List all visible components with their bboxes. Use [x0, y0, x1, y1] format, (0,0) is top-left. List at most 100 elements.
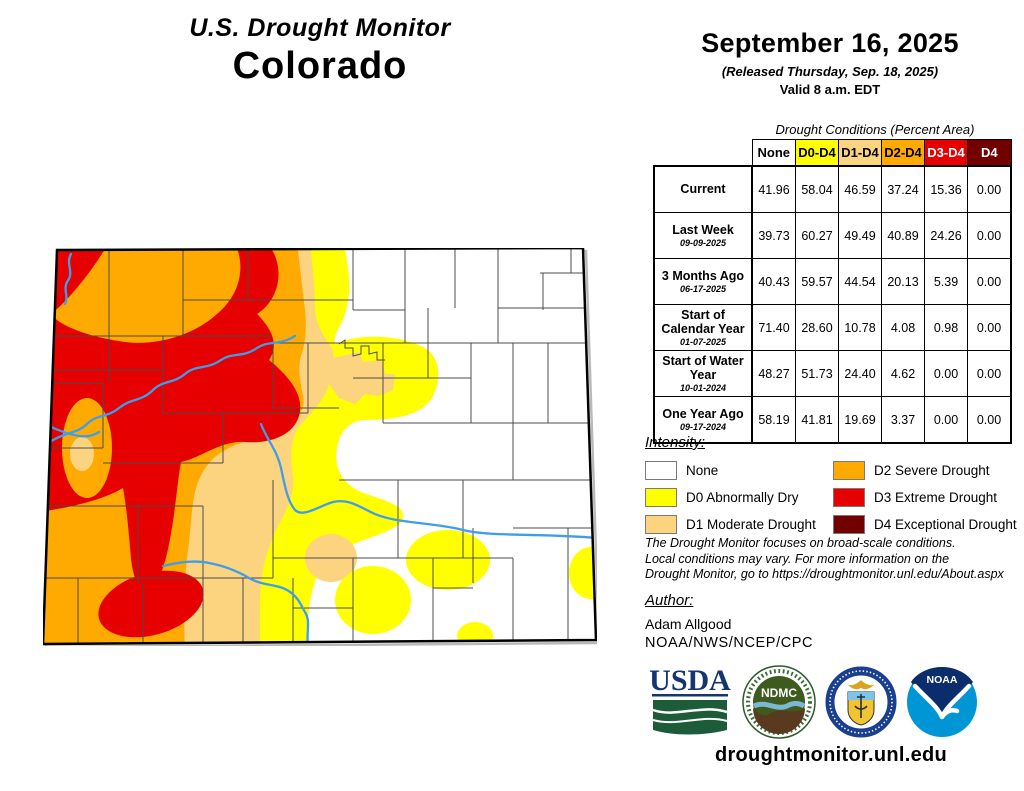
column-header-d2-d4: D2-D4	[881, 139, 925, 167]
legend-label: D4 Exceptional Drought	[874, 517, 1017, 532]
author-org: NOAA/NWS/NCEP/CPC	[645, 635, 814, 651]
drought-conditions-table: None D0-D4 D1-D4 D2-D4 D3-D4 D4 Current 41.96 5…	[653, 139, 1012, 444]
usda-logo: USDA	[649, 664, 731, 735]
legend-item: None	[645, 461, 833, 480]
legend-swatch	[833, 488, 865, 507]
table-row: Start of Water Year 10-01-2024 48.27 51.73 2…	[653, 350, 1012, 397]
table-row: Start of Calendar Year 01-07-2025 71.40 28.…	[653, 304, 1012, 351]
table-cell: 24.40	[838, 350, 882, 397]
table-body: Current 41.96 58.04 46.59 37.24 15.36 0.00 Last…	[653, 165, 1012, 444]
table-cell: 0.00	[967, 258, 1012, 305]
doc-eagle	[847, 680, 875, 690]
legend-title: Intensity:	[645, 434, 706, 451]
noaa-dark-fan	[911, 667, 973, 718]
table-cell: 0.00	[924, 396, 968, 444]
commerce-seal-logo	[825, 666, 897, 738]
doc-ring-text	[829, 670, 893, 734]
state-title: Colorado	[232, 45, 408, 87]
ndmc-river-band	[752, 700, 806, 710]
table-row: Last Week 09-09-2025 39.73 60.27 49.49 40.89 2…	[653, 212, 1012, 259]
table-cell: 24.26	[924, 212, 968, 259]
table-cell: 0.00	[967, 304, 1012, 351]
noaa-logo-text: NOAA	[927, 674, 958, 686]
valid-time: Valid 8 a.m. EDT	[779, 82, 881, 97]
report-title: U.S. Drought Monitor	[189, 14, 451, 42]
table-corner	[654, 140, 752, 167]
river-arkansas	[259, 422, 596, 540]
table-cell: 41.81	[795, 396, 839, 444]
legend-item: D2 Severe Drought	[833, 461, 1020, 480]
table-cell: 39.73	[751, 212, 796, 259]
doc-ship-mark	[854, 694, 868, 718]
table-cell: 0.98	[924, 304, 968, 351]
table-cell: 49.49	[838, 212, 882, 259]
author-block: Author: Adam Allgood NOAA/NWS/NCEP/CPC	[645, 592, 945, 651]
table-cell: 5.39	[924, 258, 968, 305]
usda-field-shape	[653, 700, 727, 735]
table-cell: 71.40	[751, 304, 796, 351]
table-cell: 0.00	[924, 350, 968, 397]
legend-item: D0 Abnormally Dry	[645, 488, 833, 507]
map-title-block: U.S. Drought Monitor Colorado	[43, 14, 597, 88]
table-cell: 44.54	[838, 258, 882, 305]
column-header-d1-d4: D1-D4	[838, 139, 882, 167]
table-header: None D0-D4 D1-D4 D2-D4 D3-D4 D4	[654, 139, 1012, 167]
row-date: 09-17-2024	[679, 422, 727, 433]
drought-layer-d2-northwest-blob	[51, 248, 241, 343]
river-northwest	[63, 252, 73, 306]
legend-swatch	[645, 488, 677, 507]
table-cell: 0.00	[967, 165, 1012, 213]
row-date: 01-07-2025	[679, 337, 727, 348]
ndmc-logo-text: NDMC	[761, 686, 797, 700]
column-header-none: None	[751, 139, 796, 167]
column-header-d3-d4: D3-D4	[924, 139, 968, 167]
county-lines	[43, 248, 596, 644]
table-cell: 20.13	[881, 258, 925, 305]
row-label: Current	[653, 165, 753, 213]
legend-label: D2 Severe Drought	[874, 463, 990, 478]
legend-item: D3 Extreme Drought	[833, 488, 1020, 507]
table-cell: 48.27	[751, 350, 796, 397]
table-cell: 60.27	[795, 212, 839, 259]
drought-layer-d0-east-edge	[569, 547, 596, 599]
legend-swatch	[833, 515, 865, 534]
table-cell: 37.24	[881, 165, 925, 213]
drought-layer-d1-west-spot	[70, 437, 94, 471]
row-label: 3 Months Ago 06-17-2025	[653, 258, 753, 305]
map-date: September 16, 2025	[701, 28, 959, 58]
table-cell: 58.04	[795, 165, 839, 213]
table-caption: Drought Conditions (Percent Area)	[775, 122, 975, 137]
noaa-gull	[912, 683, 972, 720]
masthead: September 16, 2025 (Released Thursday, S…	[640, 28, 1020, 97]
usda-logo-text: USDA	[649, 664, 731, 697]
noaa-logo: NOAA	[907, 667, 977, 737]
usda-field-stripe-1	[652, 708, 728, 714]
author-name: Adam Allgood	[645, 616, 732, 632]
row-label: Start of Calendar Year 01-07-2025	[653, 304, 753, 351]
legend-grid: None D0 Abnormally Dry D1 Moderate Drought…	[645, 457, 1020, 538]
drought-layer-d0-south-center	[335, 566, 411, 634]
intensity-legend: Intensity: None D0 Abnormally Dry D1 Moder…	[645, 434, 1020, 538]
column-header-d0-d4: D0-D4	[795, 139, 839, 167]
column-header-d4: D4	[967, 139, 1012, 167]
river-rio-grande	[161, 560, 310, 644]
legend-item: D1 Moderate Drought	[645, 515, 833, 534]
disclaimer-text: The Drought Monitor focuses on broad-sca…	[645, 536, 1004, 581]
table-cell: 46.59	[838, 165, 882, 213]
usda-field-stripe-2	[652, 717, 728, 724]
table-row: One Year Ago 09-17-2024 58.19 41.81 19.69 3.3…	[653, 396, 1012, 444]
row-label: Start of Water Year 10-01-2024	[653, 350, 753, 397]
table-cell: 40.89	[881, 212, 925, 259]
legend-label: D3 Extreme Drought	[874, 490, 998, 505]
table-cell: 3.37	[881, 396, 925, 444]
drought-layer-d3-southwest	[98, 570, 204, 638]
legend-label: D0 Abnormally Dry	[686, 490, 799, 505]
table-cell: 40.43	[751, 258, 796, 305]
river-gunnison	[43, 422, 101, 438]
drought-layer-d0-southeast	[406, 530, 490, 590]
state-border	[41, 246, 598, 646]
row-date: 10-01-2024	[679, 383, 727, 394]
table-cell: 19.69	[838, 396, 882, 444]
table-cell: 0.00	[967, 396, 1012, 444]
